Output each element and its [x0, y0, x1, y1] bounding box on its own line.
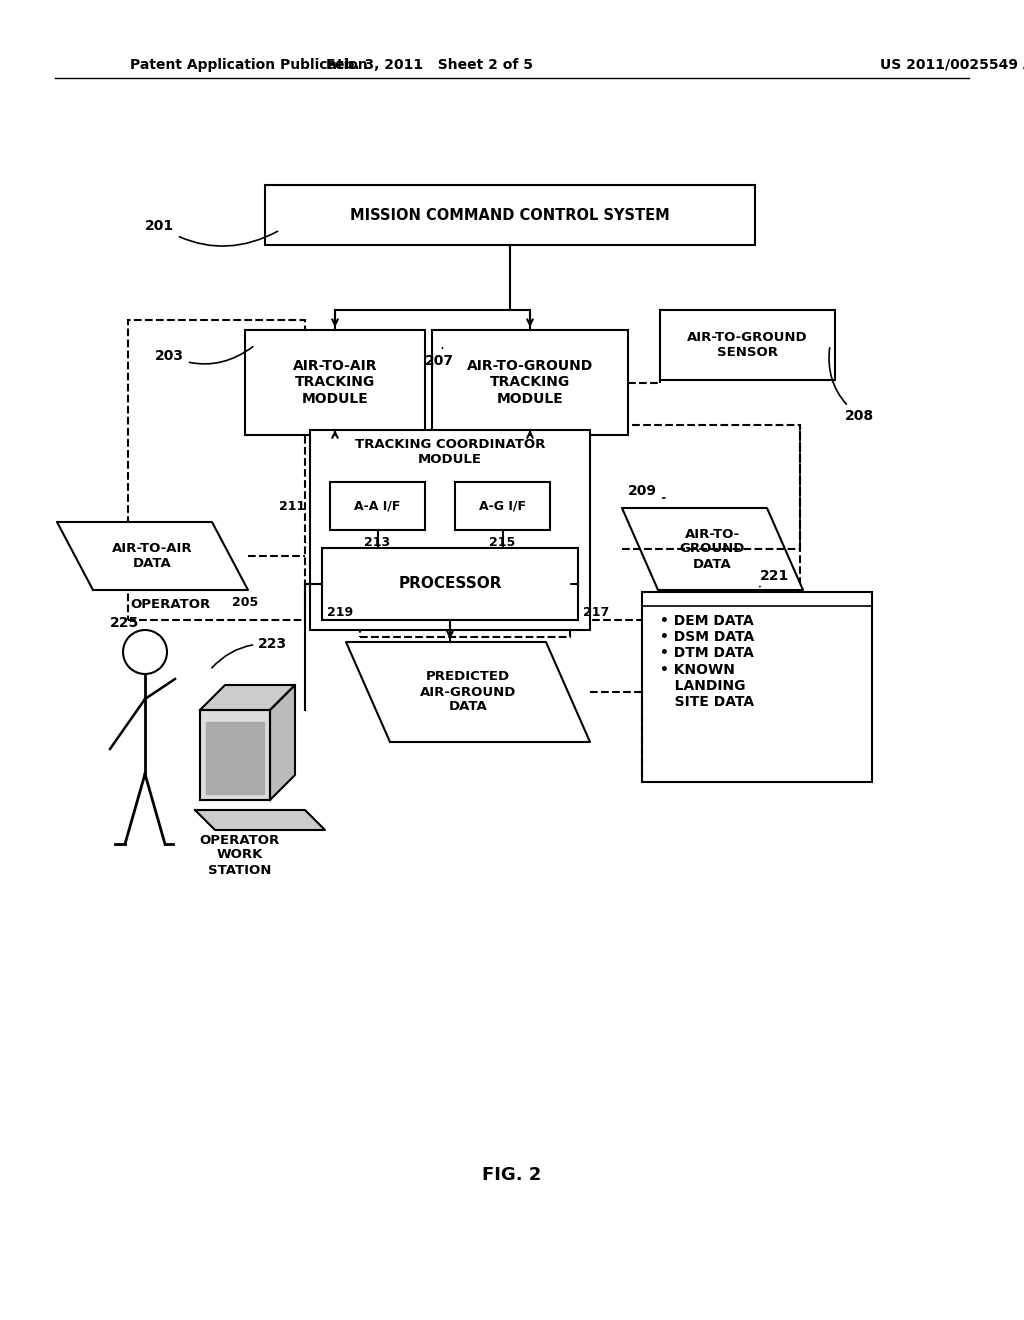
Text: OPERATOR
WORK
STATION: OPERATOR WORK STATION	[200, 833, 281, 876]
Text: 219: 219	[327, 606, 353, 619]
Text: US 2011/0025549 A1: US 2011/0025549 A1	[880, 58, 1024, 73]
Bar	[432, 330, 628, 436]
Bar	[322, 548, 578, 620]
Polygon shape	[206, 722, 264, 795]
Text: 201: 201	[145, 219, 278, 246]
Polygon shape	[200, 685, 295, 710]
Text: 225: 225	[110, 616, 139, 630]
Bar	[245, 330, 425, 436]
Text: 223: 223	[212, 638, 287, 668]
Polygon shape	[195, 810, 325, 830]
Text: A-A I/F: A-A I/F	[354, 499, 400, 512]
Text: 217: 217	[583, 606, 609, 619]
Text: AIR-TO-AIR
TRACKING
MODULE: AIR-TO-AIR TRACKING MODULE	[293, 359, 377, 405]
Text: A-G I/F: A-G I/F	[479, 499, 526, 512]
Bar	[265, 185, 755, 246]
Text: 205: 205	[231, 595, 258, 609]
Polygon shape	[200, 710, 270, 800]
Text: AIR-TO-AIR
DATA: AIR-TO-AIR DATA	[113, 543, 193, 570]
Text: FIG. 2: FIG. 2	[482, 1166, 542, 1184]
Text: Feb. 3, 2011   Sheet 2 of 5: Feb. 3, 2011 Sheet 2 of 5	[327, 58, 534, 73]
Text: 221: 221	[760, 569, 790, 586]
Bar	[455, 482, 550, 531]
Text: • DEM DATA
• DSM DATA
• DTM DATA
• KNOWN
   LANDING
   SITE DATA: • DEM DATA • DSM DATA • DTM DATA • KNOWN…	[660, 614, 755, 709]
Text: OPERATOR: OPERATOR	[130, 598, 210, 611]
Polygon shape	[57, 521, 248, 590]
Polygon shape	[346, 642, 590, 742]
Text: 207: 207	[425, 347, 454, 368]
Text: 203: 203	[155, 347, 253, 364]
Text: AIR-TO-GROUND
TRACKING
MODULE: AIR-TO-GROUND TRACKING MODULE	[467, 359, 593, 405]
Text: AIR-TO-
GROUND
DATA: AIR-TO- GROUND DATA	[680, 528, 745, 570]
Bar	[330, 482, 425, 531]
Text: MISSION COMMAND CONTROL SYSTEM: MISSION COMMAND CONTROL SYSTEM	[350, 207, 670, 223]
Text: Patent Application Publication: Patent Application Publication	[130, 58, 368, 73]
Bar	[360, 587, 570, 638]
Bar	[660, 310, 835, 380]
Text: AIR-TO-GROUND
SENSOR: AIR-TO-GROUND SENSOR	[687, 331, 808, 359]
Text: PROCESSOR: PROCESSOR	[398, 577, 502, 591]
Text: 213: 213	[365, 536, 390, 549]
Text: 209: 209	[628, 484, 665, 498]
Polygon shape	[622, 508, 803, 590]
Bar	[642, 591, 872, 781]
Bar	[310, 430, 590, 630]
Text: 211: 211	[279, 499, 305, 512]
Polygon shape	[270, 685, 295, 800]
Bar	[570, 425, 800, 620]
Text: 215: 215	[489, 536, 516, 549]
Text: TRACKING COORDINATOR
MODULE: TRACKING COORDINATOR MODULE	[354, 438, 545, 466]
Text: 208: 208	[829, 347, 874, 422]
Text: PREDICTED
AIR-GROUND
DATA: PREDICTED AIR-GROUND DATA	[420, 671, 516, 714]
Bar	[128, 319, 305, 620]
